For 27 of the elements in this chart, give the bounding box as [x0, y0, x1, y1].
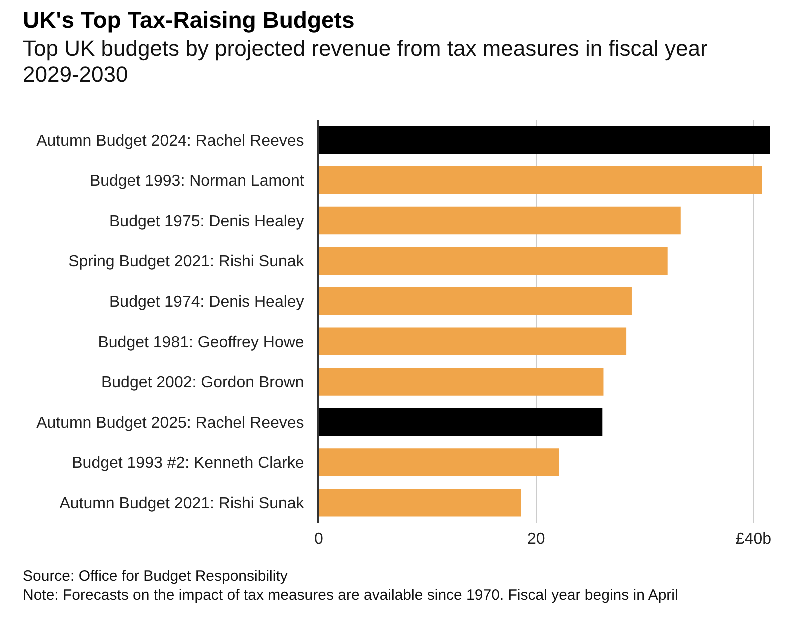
chart-subtitle: Top UK budgets by projected revenue from tax measures in fiscal year 2029-2030	[23, 36, 709, 88]
y-tick-label: Budget 1981: Geoffrey Howe	[98, 334, 304, 352]
y-tick-label: Spring Budget 2021: Rishi Sunak	[68, 254, 306, 271]
x-tick-label: £40b	[736, 531, 772, 548]
y-tick-label: Budget 2002: Gordon Brown	[101, 374, 304, 392]
bar	[319, 408, 603, 436]
bar	[319, 488, 522, 517]
y-tick-label: Budget 1974: Denis Healey	[110, 294, 304, 311]
y-tick-label: Autumn Budget 2021: Rishi Sunak	[60, 495, 306, 512]
y-tick-label: Budget 1993 #2: Kenneth Clarke	[72, 455, 304, 472]
x-tick-label: 20	[527, 531, 546, 548]
text: Note: Forecasts on the impact of tax measures are available since 1970. Fiscal year begins in April	[23, 586, 680, 605]
y-tick-label: Autumn Budget 2025: Rachel Reeves	[36, 414, 304, 432]
bar	[319, 126, 770, 154]
bar	[319, 368, 604, 396]
y-tick-label: Autumn Budget 2024: Rachel Reeves	[36, 132, 304, 150]
y-tick-label: Budget 1993: Norman Lamont	[90, 173, 305, 190]
bar	[319, 247, 668, 275]
chart-title: UK's Top Tax-Raising Budgets	[23, 6, 356, 34]
bar	[319, 287, 632, 316]
source-note: Source: Office for Budget Responsibility	[23, 567, 289, 586]
bar	[319, 328, 627, 356]
y-tick-label: Budget 1975: Denis Healey	[110, 213, 304, 230]
x-tick-label: 0	[314, 531, 324, 548]
bar	[319, 448, 560, 476]
bar	[319, 206, 681, 235]
bar	[319, 166, 762, 194]
